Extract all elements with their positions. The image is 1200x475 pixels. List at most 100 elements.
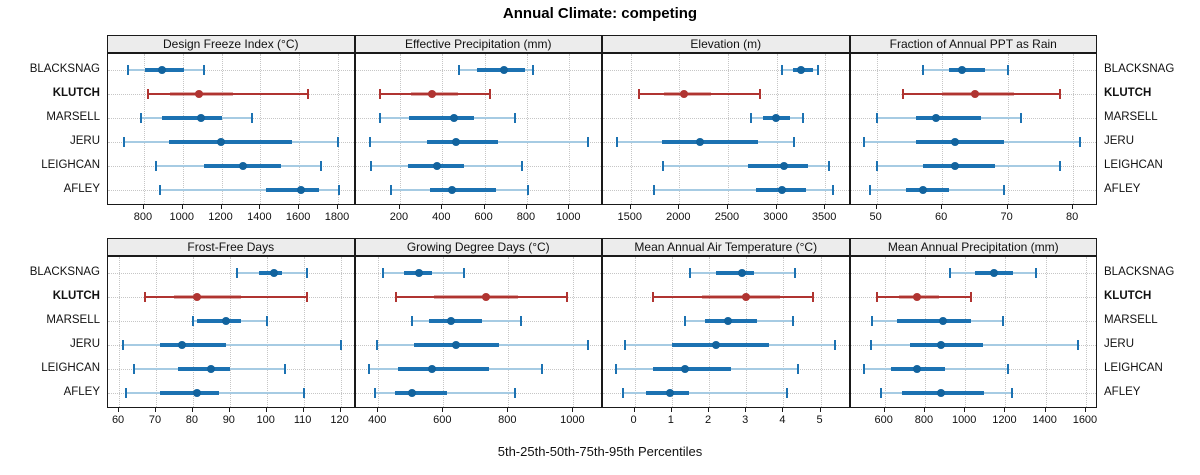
axis-tick-label: 800	[498, 414, 517, 426]
percentiles-caption: 5th-25th-50th-75th-95th Percentiles	[497, 444, 703, 459]
panel-strip-mean-annual-air-temperature-c: Mean Annual Air Temperature (°C)	[602, 238, 850, 256]
axis-tick-label: 120	[330, 414, 349, 426]
site-label-right-blacksnag: BLACKSNAG	[1104, 63, 1175, 75]
whisker-cap-low	[367, 364, 370, 374]
site-label-right-afley: AFLEY	[1104, 183, 1141, 195]
vertical-gridline	[1085, 257, 1087, 407]
whisker-cap-high	[759, 89, 762, 99]
vertical-gridline	[443, 257, 445, 407]
vertical-gridline	[299, 54, 301, 204]
whisker-cap-high	[828, 161, 831, 171]
axis-tick	[441, 205, 443, 209]
whisker-cap-high	[203, 65, 206, 75]
whisker-cap-high	[1034, 268, 1037, 278]
chart-title: Annual Climate: competing	[502, 5, 698, 22]
vertical-gridline	[221, 54, 223, 204]
vertical-gridline	[783, 257, 785, 407]
axis-tick-label: 3000	[763, 211, 788, 223]
whisker-cap-low	[378, 89, 381, 99]
axis-tick	[633, 408, 635, 412]
vertical-gridline	[337, 54, 339, 204]
axis-tick-label: 2000	[666, 211, 691, 223]
whisker-cap-low	[132, 364, 135, 374]
median-dot-blacksnag	[738, 269, 747, 277]
median-dot-jeru	[452, 341, 461, 349]
median-dot-marsell	[447, 317, 456, 325]
axis-tick	[398, 205, 400, 209]
axis-tick	[824, 205, 826, 209]
median-dot-klutch	[192, 293, 201, 301]
axis-tick-label: 0	[630, 414, 637, 426]
vertical-gridline	[266, 257, 268, 407]
axis-tick	[745, 408, 747, 412]
axis-tick-label: 70	[148, 414, 162, 426]
median-dot-marsell	[723, 317, 732, 325]
whisker-cap-high	[541, 364, 544, 374]
median-dot-jeru	[177, 341, 186, 349]
panel-growing-degree-days-c	[354, 256, 602, 408]
axis-tick	[191, 408, 193, 412]
site-label-right-jeru: JERU	[1104, 338, 1135, 350]
axis-tick	[442, 408, 444, 412]
axis-tick-label: 1600	[285, 211, 311, 223]
median-dot-jeru	[951, 138, 960, 146]
site-label-left-marsell: MARSELL	[46, 314, 100, 326]
whisker-cap-low	[146, 89, 149, 99]
horizontal-gridline	[850, 297, 1096, 298]
median-dot-blacksnag	[414, 269, 423, 277]
median-dot-leighcan	[432, 162, 441, 170]
whisker-cap-low	[869, 340, 872, 350]
axis-tick	[923, 408, 925, 412]
whisker-line-klutch	[147, 93, 308, 95]
vertical-gridline	[776, 54, 778, 204]
whisker-cap-high	[463, 268, 466, 278]
axis-tick	[775, 205, 777, 209]
iqr-bar-marsell	[196, 319, 241, 323]
vertical-gridline	[260, 54, 262, 204]
axis-tick-label: 1000	[169, 211, 194, 223]
panel-title: Design Freeze Index (°C)	[162, 37, 299, 51]
panel-strip-growing-degree-days-c: Growing Degree Days (°C)	[354, 238, 602, 256]
axis-tick	[302, 408, 304, 412]
vertical-gridline	[884, 257, 886, 407]
whisker-cap-low	[236, 268, 239, 278]
panel-title: Fraction of Annual PPT as Rain	[889, 37, 1057, 51]
whisker-cap-high	[1003, 185, 1006, 195]
iqr-bar-afley	[429, 188, 497, 192]
site-label-right-klutch: KLUTCH	[1104, 87, 1152, 99]
vertical-gridline	[634, 257, 636, 407]
vertical-gridline	[876, 54, 878, 204]
axis-tick-label: 600	[874, 414, 893, 426]
whisker-cap-low	[901, 89, 904, 99]
whisker-line-afley	[623, 392, 788, 394]
whisker-cap-low	[683, 316, 686, 326]
site-label-right-klutch: KLUTCH	[1104, 290, 1152, 302]
axis-tick-label: 1200	[208, 211, 233, 223]
whisker-cap-high	[520, 316, 523, 326]
axis-tick-label: 60	[935, 211, 948, 223]
whisker-cap-low	[390, 185, 393, 195]
whisker-cap-high	[786, 388, 789, 398]
vertical-gridline	[820, 257, 822, 407]
whisker-cap-low	[921, 65, 924, 75]
panel-title: Mean Annual Precipitation (mm)	[887, 240, 1059, 254]
axis-tick	[883, 408, 885, 412]
whisker-cap-low	[369, 137, 372, 147]
vertical-gridline	[143, 54, 145, 204]
median-dot-jeru	[216, 138, 225, 146]
axis-tick-label: 800	[914, 414, 934, 426]
median-dot-jeru	[452, 138, 461, 146]
whisker-cap-high	[793, 137, 796, 147]
median-dot-leighcan	[951, 162, 960, 170]
whisker-cap-high	[532, 65, 535, 75]
axis-tick	[228, 408, 230, 412]
whisker-cap-high	[565, 292, 568, 302]
whisker-cap-low	[374, 388, 376, 398]
site-label-right-marsell: MARSELL	[1104, 111, 1158, 123]
axis-tick	[507, 408, 509, 412]
whisker-cap-high	[336, 137, 339, 147]
site-label-left-blacksnag: BLACKSNAG	[29, 63, 100, 75]
whisker-cap-low	[125, 388, 128, 398]
horizontal-gridline	[355, 273, 601, 274]
whisker-cap-low	[949, 268, 952, 278]
